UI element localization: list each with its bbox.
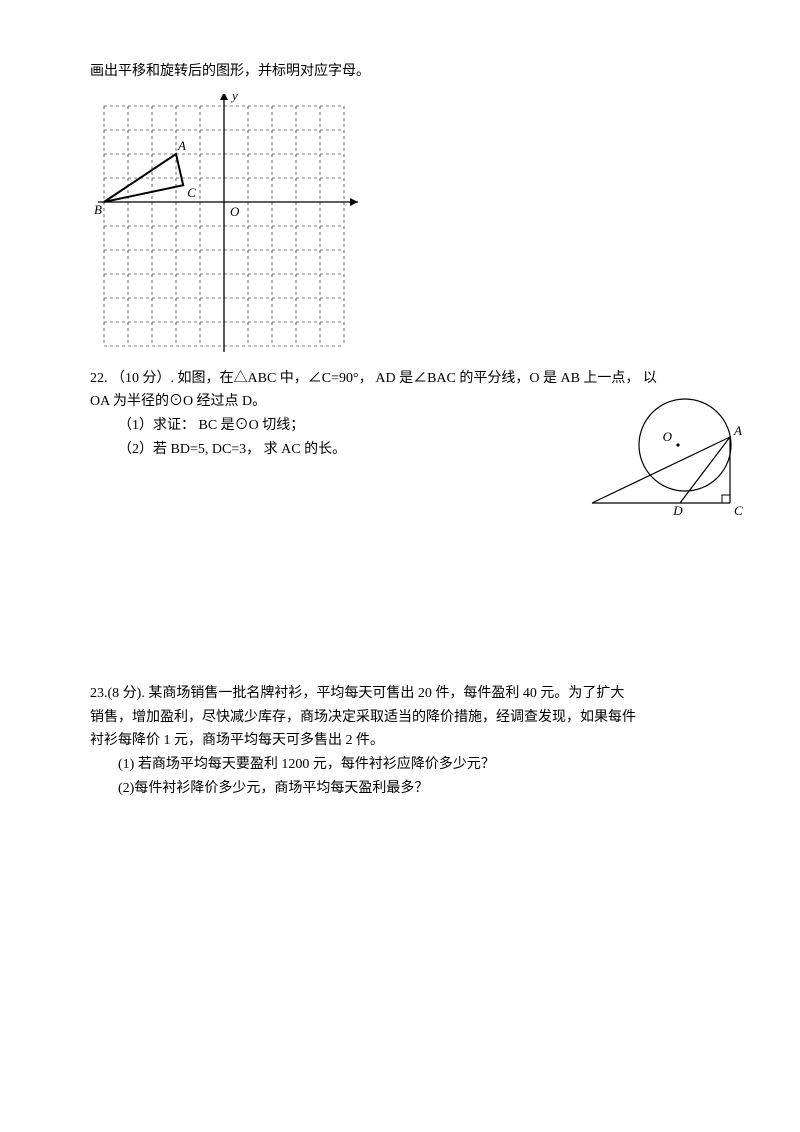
svg-text:B: B	[94, 202, 102, 217]
question-22: 22. （10 分）. 如图，在△ABC 中，∠C=90°， AD 是∠BAC …	[90, 367, 720, 462]
svg-text:x: x	[363, 194, 364, 209]
circle-svg: ABCDO	[590, 395, 760, 515]
q23-line3: 衬衫每降价 1 元，商场平均每天可多售出 2 件。	[90, 729, 720, 753]
q23-part1: (1) 若商场平均每天要盈利 1200 元，每件衬衫应降价多少元？	[90, 753, 720, 777]
svg-text:O: O	[230, 204, 240, 219]
svg-text:C: C	[187, 185, 196, 200]
q23-line1: 23.(8 分). 某商场销售一批名牌衬衫，平均每天可售出 20 件，每件盈利 …	[90, 682, 720, 706]
grid-svg: x y O A B C	[84, 94, 364, 354]
svg-text:A: A	[177, 138, 186, 153]
q23-line2: 销售，增加盈利，尽快减少库存，商场决定采取适当的降价措施，经调查发现，如果每件	[90, 706, 720, 730]
svg-text:O: O	[663, 429, 673, 444]
question-23: 23.(8 分). 某商场销售一批名牌衬衫，平均每天可售出 20 件，每件盈利 …	[90, 682, 720, 801]
grid-figure: x y O A B C	[84, 94, 720, 363]
page: 画出平移和旋转后的图形，并标明对应字母。 x y O A B C 22. （10 分）. …	[0, 0, 800, 801]
svg-text:y: y	[230, 94, 238, 103]
svg-text:D: D	[672, 503, 683, 515]
intro-text: 画出平移和旋转后的图形，并标明对应字母。	[90, 60, 720, 84]
svg-text:C: C	[734, 503, 743, 515]
q23-part2: (2)每件衬衫降价多少元，商场平均每天盈利最多？	[90, 777, 720, 801]
svg-text:A: A	[733, 423, 742, 438]
circle-figure: ABCDO	[590, 395, 760, 524]
q22-header: 22. （10 分）. 如图，在△ABC 中，∠C=90°， AD 是∠BAC …	[90, 367, 720, 391]
